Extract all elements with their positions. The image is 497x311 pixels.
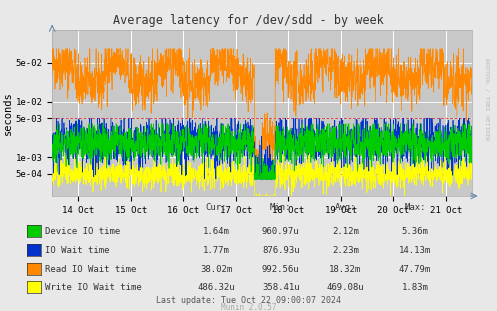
Text: 358.41u: 358.41u: [262, 283, 300, 292]
Text: Cur:: Cur:: [205, 203, 227, 212]
Y-axis label: seconds: seconds: [3, 91, 13, 135]
Text: 5.36m: 5.36m: [402, 227, 428, 236]
Text: 469.08u: 469.08u: [327, 283, 364, 292]
Text: 2.23m: 2.23m: [332, 246, 359, 255]
Text: Avg:: Avg:: [334, 203, 356, 212]
Text: 2.12m: 2.12m: [332, 227, 359, 236]
Text: 876.93u: 876.93u: [262, 246, 300, 255]
Text: Munin 2.0.57: Munin 2.0.57: [221, 303, 276, 311]
Text: RRDTOOL / TOBI OETIKER: RRDTOOL / TOBI OETIKER: [485, 58, 490, 141]
Text: 960.97u: 960.97u: [262, 227, 300, 236]
Text: 1.83m: 1.83m: [402, 283, 428, 292]
Text: Read IO Wait time: Read IO Wait time: [45, 265, 136, 273]
Text: 1.77m: 1.77m: [203, 246, 230, 255]
Text: 1.64m: 1.64m: [203, 227, 230, 236]
Text: Average latency for /dev/sdd - by week: Average latency for /dev/sdd - by week: [113, 14, 384, 27]
Text: 14.13m: 14.13m: [399, 246, 431, 255]
Text: 486.32u: 486.32u: [197, 283, 235, 292]
Text: Last update: Tue Oct 22 09:00:07 2024: Last update: Tue Oct 22 09:00:07 2024: [156, 296, 341, 305]
Text: Write IO Wait time: Write IO Wait time: [45, 283, 142, 292]
Text: 38.02m: 38.02m: [200, 265, 232, 273]
Text: Min:: Min:: [270, 203, 292, 212]
Text: IO Wait time: IO Wait time: [45, 246, 109, 255]
Text: 18.32m: 18.32m: [330, 265, 361, 273]
Text: 992.56u: 992.56u: [262, 265, 300, 273]
Text: Max:: Max:: [404, 203, 426, 212]
Text: 47.79m: 47.79m: [399, 265, 431, 273]
Text: Device IO time: Device IO time: [45, 227, 120, 236]
